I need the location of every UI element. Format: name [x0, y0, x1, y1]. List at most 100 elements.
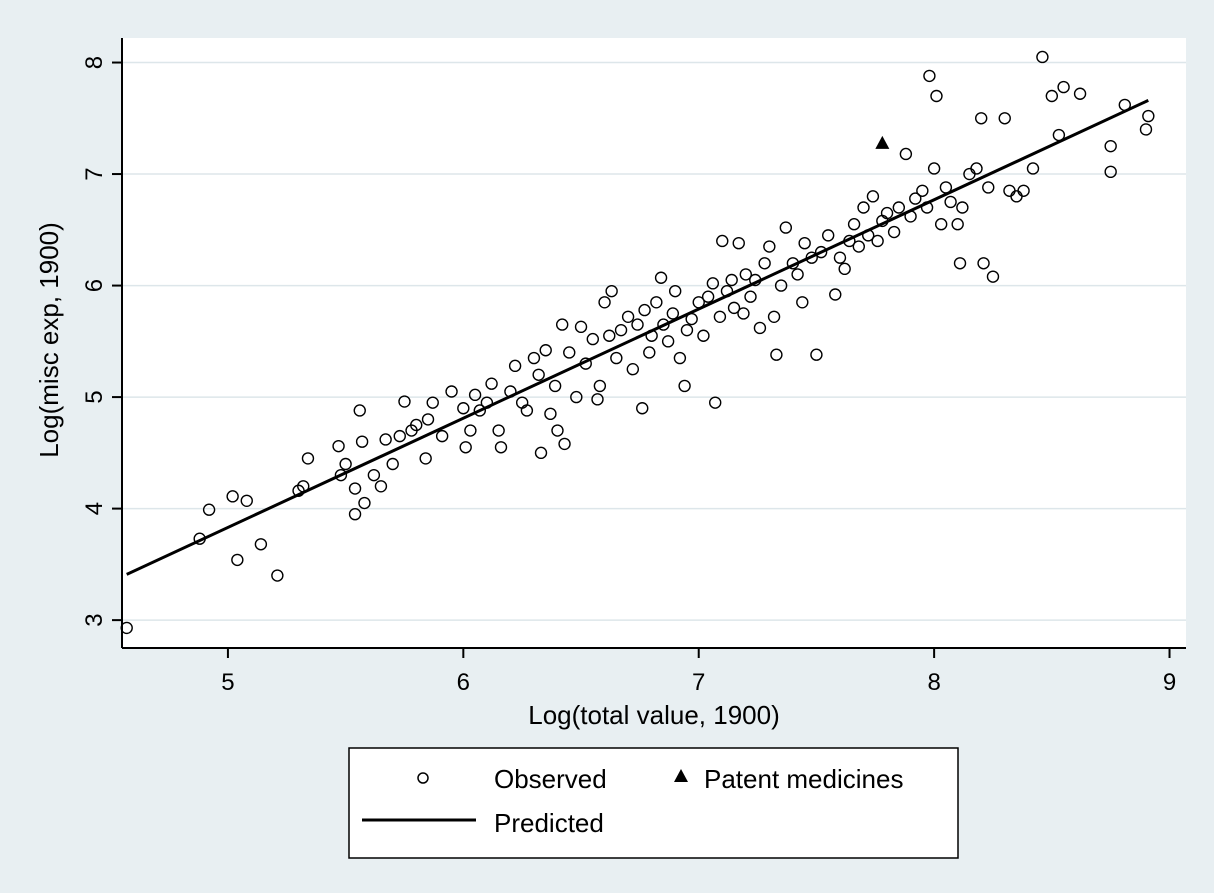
observed-point [763, 240, 776, 253]
observed-point [923, 69, 936, 83]
y-tick-label: 7 [81, 167, 108, 180]
observed-point [998, 112, 1011, 125]
x-tick-label: 5 [221, 669, 234, 696]
observed-point [410, 418, 423, 432]
legend-observed-marker [417, 772, 429, 784]
observed-point [593, 379, 607, 393]
observed-point [758, 257, 771, 270]
observed-point [638, 303, 651, 317]
observed-point [739, 268, 753, 281]
observed-point [857, 201, 870, 214]
observed-point [725, 273, 738, 287]
observed-point [927, 162, 941, 175]
observed-point [1142, 109, 1155, 123]
observed-point [485, 377, 498, 390]
observed-point [975, 112, 988, 125]
observed-point [379, 433, 392, 446]
observed-point [358, 496, 371, 510]
y-axis-label: Log(misc exp, 1900) [34, 222, 64, 458]
observed-point [916, 184, 929, 197]
observed-point [1073, 87, 1087, 100]
legend-observed-label: Observed [494, 764, 607, 794]
observed-point [534, 446, 548, 460]
observed-point [586, 332, 599, 346]
observed-point [701, 290, 715, 303]
observed-point [445, 385, 458, 398]
observed-point [473, 404, 487, 417]
observed-point [386, 457, 399, 471]
observed-point [271, 569, 284, 582]
observed-point [621, 310, 635, 323]
observed-point [598, 296, 611, 309]
observed-point [880, 206, 894, 220]
axes [121, 38, 1186, 649]
legend-patent-label: Patent medicines [704, 764, 903, 794]
y-tick-label: 6 [81, 279, 108, 292]
observed-point [508, 359, 522, 373]
observed-point [548, 379, 562, 393]
observed-point [697, 329, 710, 342]
observed-point [254, 538, 268, 551]
observed-point [610, 351, 623, 365]
observed-point [492, 424, 505, 437]
observed-point [614, 323, 628, 337]
observed-point [871, 234, 884, 248]
observed-point [810, 348, 823, 361]
observed-point [457, 402, 470, 415]
observed-point [774, 279, 788, 292]
legend-box [348, 747, 959, 859]
plot-background [122, 38, 1186, 648]
observed-point [591, 393, 604, 406]
observed-point [753, 321, 767, 335]
observed-point [821, 229, 835, 242]
observed-point [226, 490, 239, 503]
observed-point [657, 318, 670, 331]
observed-point [419, 452, 432, 465]
observed-point [930, 89, 943, 103]
observed-point [953, 257, 967, 270]
observed-point [1045, 89, 1059, 103]
observed-point [678, 379, 691, 393]
observed-point [202, 503, 216, 516]
patent-medicines-point [875, 135, 890, 149]
x-tick-label: 6 [457, 669, 470, 696]
observed-point [709, 396, 722, 409]
observed-point [120, 621, 133, 635]
observed-point [951, 218, 964, 231]
observed-point [334, 468, 348, 482]
observed-point [426, 396, 439, 409]
observed-point [909, 192, 922, 205]
observed-point [770, 348, 783, 361]
observed-point [798, 236, 811, 250]
observed-point [494, 441, 508, 454]
observed-point [563, 346, 576, 359]
observed-point [301, 452, 315, 465]
observed-point [673, 351, 687, 365]
observed-point [661, 335, 675, 348]
observed-point [737, 307, 750, 320]
observed-point [732, 236, 745, 250]
observed-point [767, 310, 781, 323]
observed-point [353, 404, 366, 417]
observed-point [666, 307, 680, 320]
observed-point [899, 147, 913, 161]
observed-point [866, 190, 880, 203]
observed-point [1139, 123, 1153, 136]
observed-point [650, 296, 663, 309]
observed-point [544, 407, 557, 421]
observed-point [654, 271, 668, 284]
y-tick-label: 3 [81, 613, 108, 626]
observed-point [706, 277, 720, 290]
x-axis-label: Log(total value, 1900) [528, 700, 780, 730]
observed-point [796, 296, 809, 309]
y-tick-label: 5 [81, 390, 108, 403]
x-tick-label: 9 [1163, 669, 1176, 696]
observed-point [374, 480, 388, 493]
observed-point [348, 507, 362, 521]
observed-point [977, 257, 990, 270]
observed-point [892, 201, 906, 214]
observed-point [527, 351, 541, 365]
observed-point [852, 240, 865, 253]
observed-point [339, 457, 352, 471]
observed-point [986, 270, 1000, 283]
